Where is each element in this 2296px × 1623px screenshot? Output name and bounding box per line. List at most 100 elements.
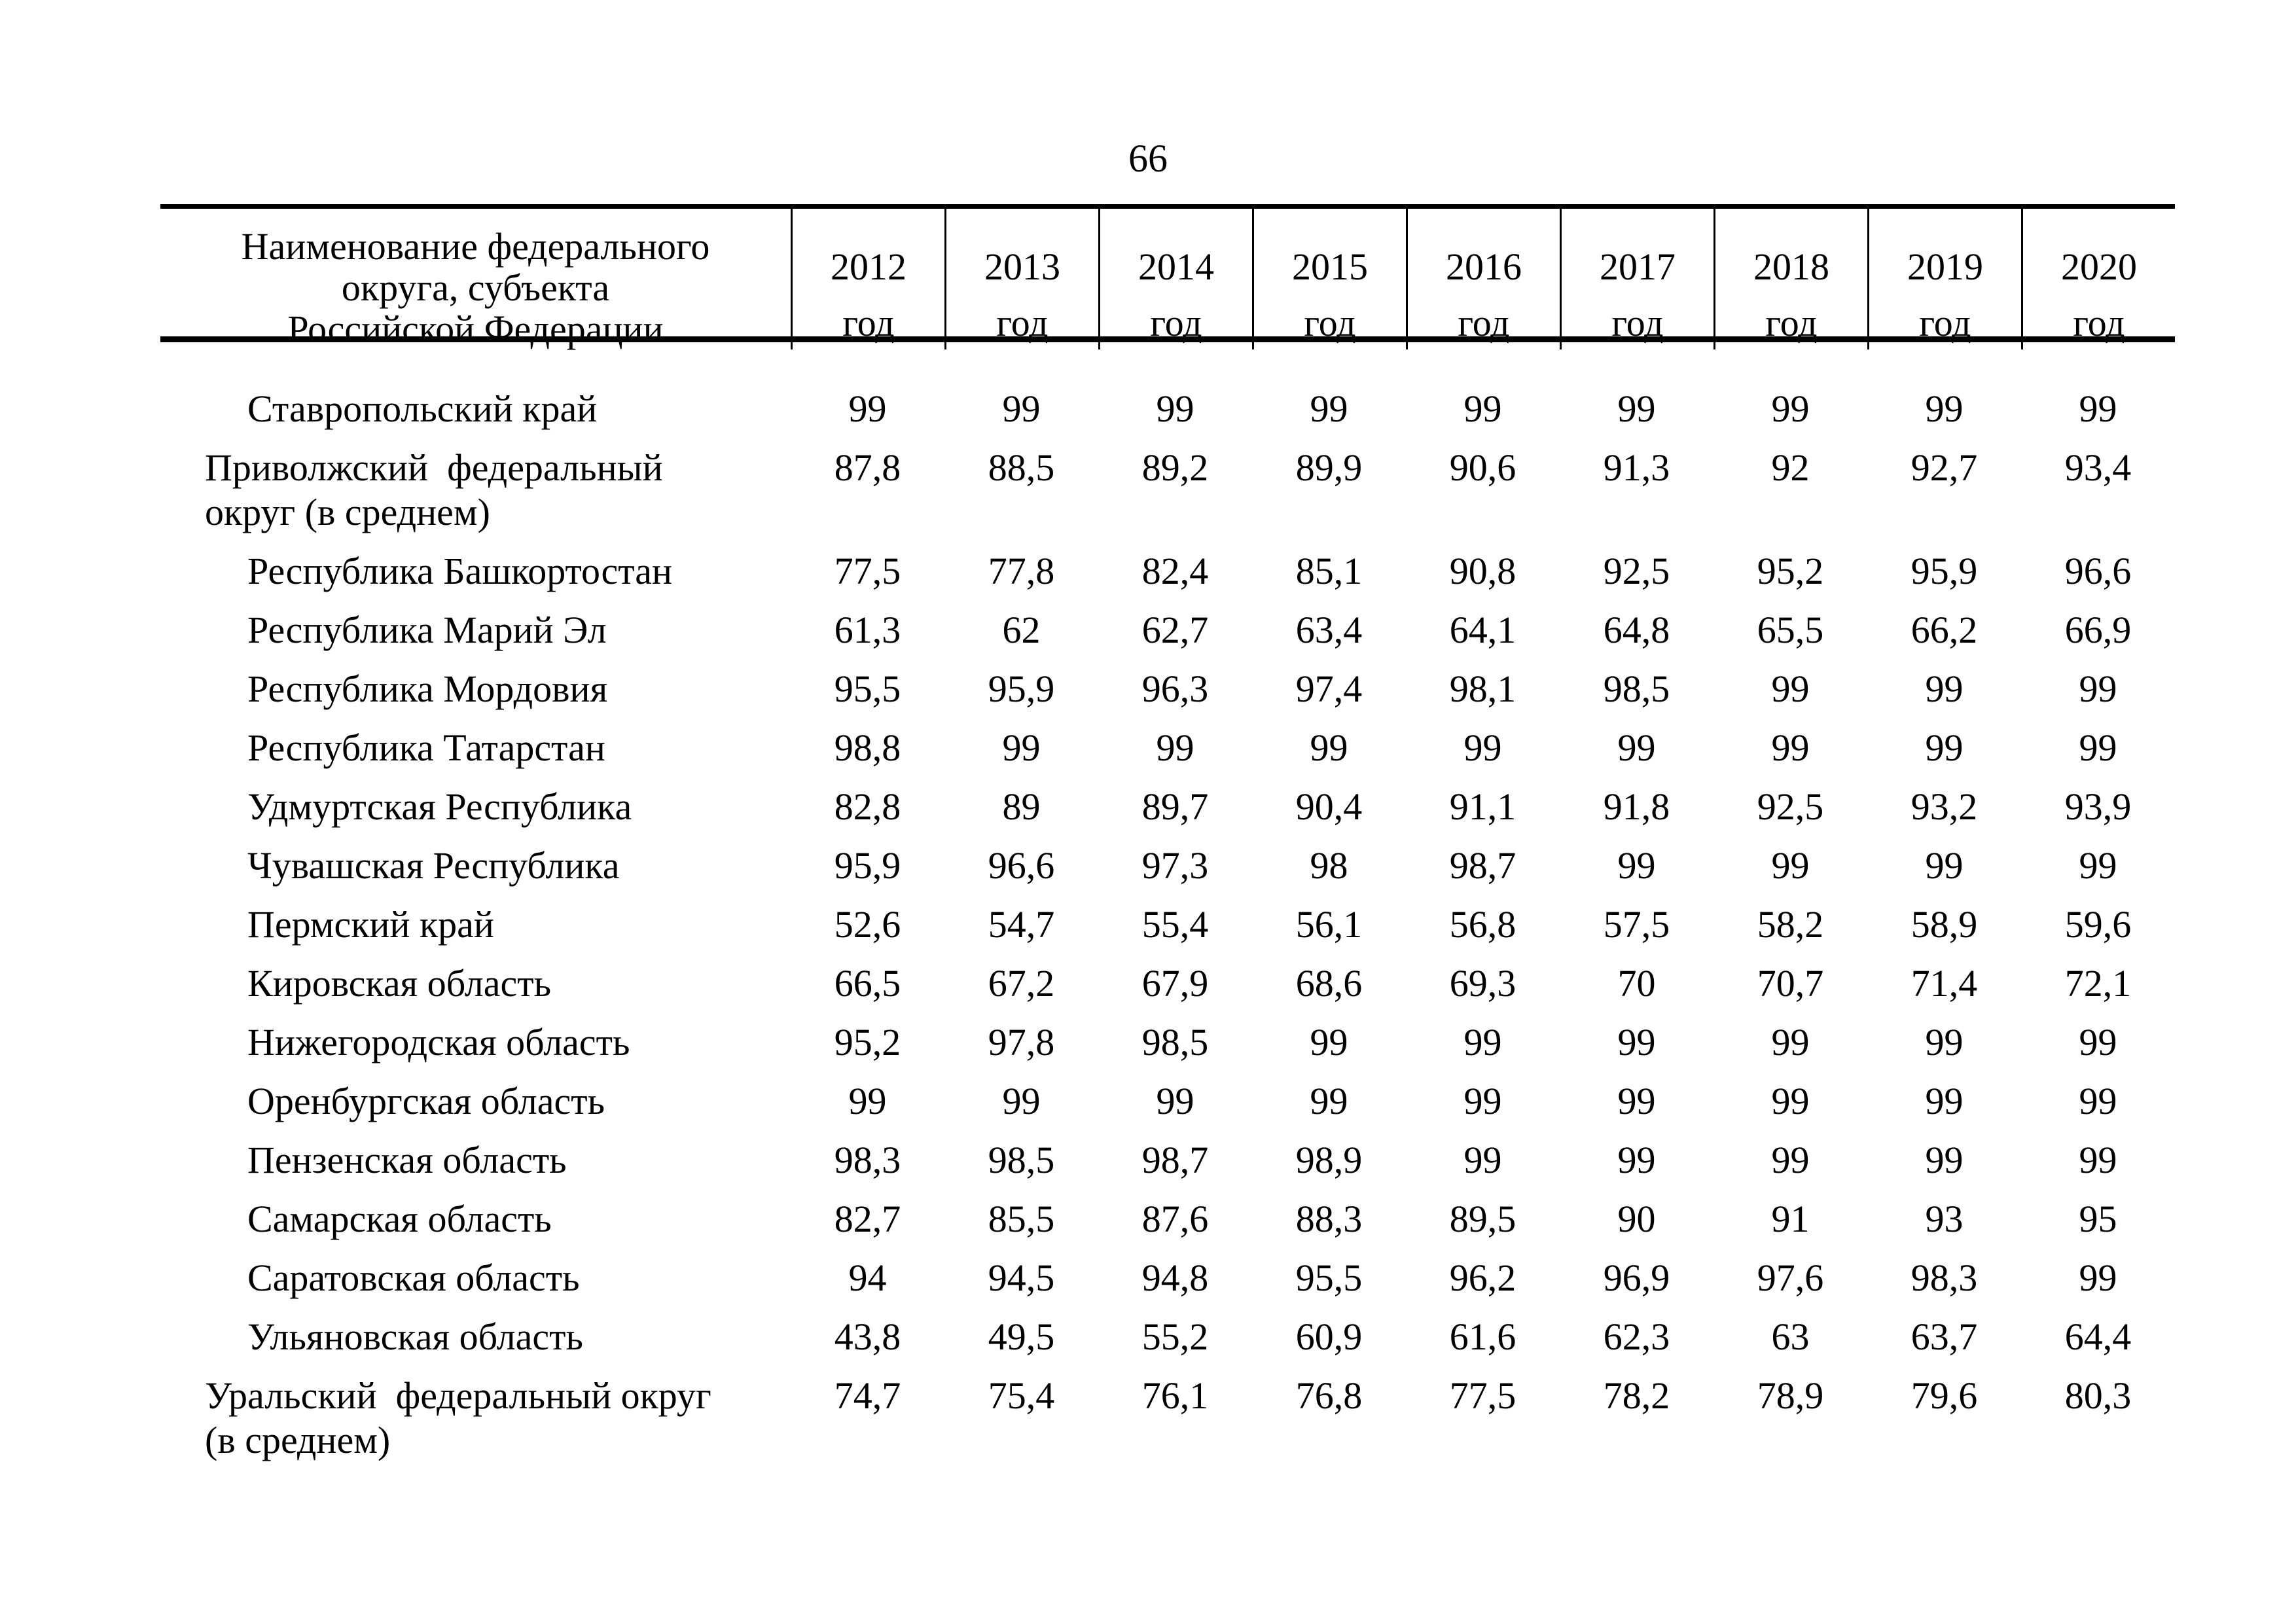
table-cell: 87,6: [1141, 1198, 1209, 1240]
table-cell: 89,9: [1295, 446, 1363, 489]
table-cell: 63: [1771, 1315, 1810, 1358]
table-cell: 94: [848, 1257, 887, 1299]
table-cell: 99: [1463, 1139, 1502, 1181]
row-label-line: Республика Башкортостан: [247, 550, 673, 592]
table-cell: 93,4: [2064, 446, 2132, 489]
table-cell: 75,4: [988, 1374, 1055, 1417]
table-cell: 88,3: [1295, 1198, 1363, 1240]
row-label: Республика Башкортостан: [160, 542, 791, 601]
table-row: Республика Башкортостан 77,5 77,8 82,4 85,1 9…: [160, 542, 2175, 601]
table-cell: 96,9: [1603, 1257, 1670, 1299]
table-row: Республика Татарстан 98,8 99 99 99 99 99 99 99 99: [160, 719, 2175, 777]
header-year-label: 2016: [1446, 245, 1522, 288]
table-cell: 97,6: [1757, 1257, 1824, 1299]
row-label-line: Нижегородская область: [247, 1021, 630, 1063]
row-label-line: (в среднем): [205, 1419, 391, 1461]
row-label: Республика Татарстан: [160, 719, 791, 777]
table-cell: 62: [1002, 609, 1041, 651]
table-body: Ставропольский край 99 99 99 99 99 99 99 99 99 При…: [160, 380, 2175, 1470]
table-cell: 99: [1925, 1139, 1964, 1181]
row-label-line: Удмуртская Республика: [247, 785, 632, 828]
table-cell: 99: [2079, 1139, 2117, 1181]
row-label-line: Приволжский федеральный: [205, 446, 663, 489]
row-label-line: Саратовская область: [247, 1257, 580, 1299]
table-cell: 99: [1156, 1080, 1194, 1122]
table-cell: 95,5: [1295, 1257, 1363, 1299]
table-cell: 66,2: [1910, 609, 1978, 651]
header-year-cell: 2012 год: [791, 209, 944, 349]
table-cell: 99: [2079, 726, 2117, 769]
table-cell: 88,5: [988, 446, 1055, 489]
header-year-label: 2014: [1138, 245, 1214, 288]
table-cell: 56,1: [1295, 903, 1363, 946]
table-cell: 79,6: [1910, 1374, 1978, 1417]
table-cell: 99: [848, 387, 887, 430]
table-cell: 66,9: [2064, 609, 2132, 651]
row-label: Саратовская область: [160, 1249, 791, 1308]
table-cell: 85,5: [988, 1198, 1055, 1240]
table-cell: 96,6: [2064, 550, 2132, 592]
table-cell: 95,9: [988, 668, 1055, 710]
table-cell: 76,8: [1295, 1374, 1363, 1417]
table-cell: 89,2: [1141, 446, 1209, 489]
table-cell: 66,5: [834, 962, 901, 1005]
table-cell: 99: [1002, 1080, 1041, 1122]
table-row: Ставропольский край 99 99 99 99 99 99 99 99 99: [160, 380, 2175, 438]
table-cell: 98,5: [1603, 668, 1670, 710]
table-cell: 67,9: [1141, 962, 1209, 1005]
table-cell: 98,3: [1910, 1257, 1978, 1299]
row-label: Ульяновская область: [160, 1308, 791, 1366]
table-cell: 99: [1617, 1080, 1656, 1122]
header-year-label: 2012: [831, 245, 906, 288]
table-cell: 63,7: [1910, 1315, 1978, 1358]
header-year-unit: год: [1919, 302, 1971, 344]
header-year-unit: год: [1304, 302, 1356, 344]
table-cell: 99: [1617, 1021, 1656, 1063]
row-label: Уральский федеральный округ (в среднем): [160, 1366, 791, 1470]
row-label: Кировская область: [160, 954, 791, 1013]
table-cell: 99: [2079, 1257, 2117, 1299]
table-cell: 58,9: [1910, 903, 1978, 946]
table-cell: 99: [1771, 726, 1810, 769]
table-cell: 99: [1310, 387, 1348, 430]
table-cell: 93,2: [1910, 785, 1978, 828]
table-cell: 94,8: [1141, 1257, 1209, 1299]
table-cell: 98,7: [1141, 1139, 1209, 1181]
table-cell: 99: [1463, 726, 1502, 769]
table-cell: 99: [1156, 387, 1194, 430]
table-cell: 99: [1617, 387, 1656, 430]
table-cell: 82,7: [834, 1198, 901, 1240]
header-name-line: округа, субъекта: [341, 266, 610, 309]
table-cell: 70: [1617, 962, 1656, 1005]
table-cell: 95,9: [834, 844, 901, 887]
table-cell: 82,4: [1141, 550, 1209, 592]
table-cell: 99: [1617, 844, 1656, 887]
table-cell: 91,8: [1603, 785, 1670, 828]
table-cell: 78,9: [1757, 1374, 1824, 1417]
table-cell: 98,8: [834, 726, 901, 769]
header-year-label: 2015: [1292, 245, 1368, 288]
row-label-line: Ставропольский край: [247, 387, 598, 430]
row-label-line: Республика Марий Эл: [247, 609, 607, 651]
table-row: Пермский край 52,6 54,7 55,4 56,1 56,8 57,5 58,…: [160, 895, 2175, 954]
table-cell: 99: [1925, 726, 1964, 769]
table-cell: 99: [1463, 1080, 1502, 1122]
table-cell: 99: [1771, 844, 1810, 887]
row-label: Пермский край: [160, 895, 791, 954]
table-cell: 93,9: [2064, 785, 2132, 828]
table-cell: 99: [1925, 668, 1964, 710]
table-cell: 55,4: [1141, 903, 1209, 946]
row-label-line: Республика Мордовия: [247, 668, 608, 710]
header-year-cell: 2019 год: [1867, 209, 2021, 349]
table-cell: 57,5: [1603, 903, 1670, 946]
table-cell: 78,2: [1603, 1374, 1670, 1417]
header-name-line: Наименование федерального: [241, 225, 710, 268]
table-row: Республика Мордовия 95,5 95,9 96,3 97,4 98,1 9…: [160, 660, 2175, 719]
table-cell: 99: [1925, 844, 1964, 887]
table-row: Республика Марий Эл 61,3 62 62,7 63,4 64,1 64,…: [160, 601, 2175, 660]
table-cell: 72,1: [2064, 962, 2132, 1005]
table-cell: 62,7: [1141, 609, 1209, 651]
row-label: Оренбургская область: [160, 1072, 791, 1131]
table-cell: 98,5: [988, 1139, 1055, 1181]
